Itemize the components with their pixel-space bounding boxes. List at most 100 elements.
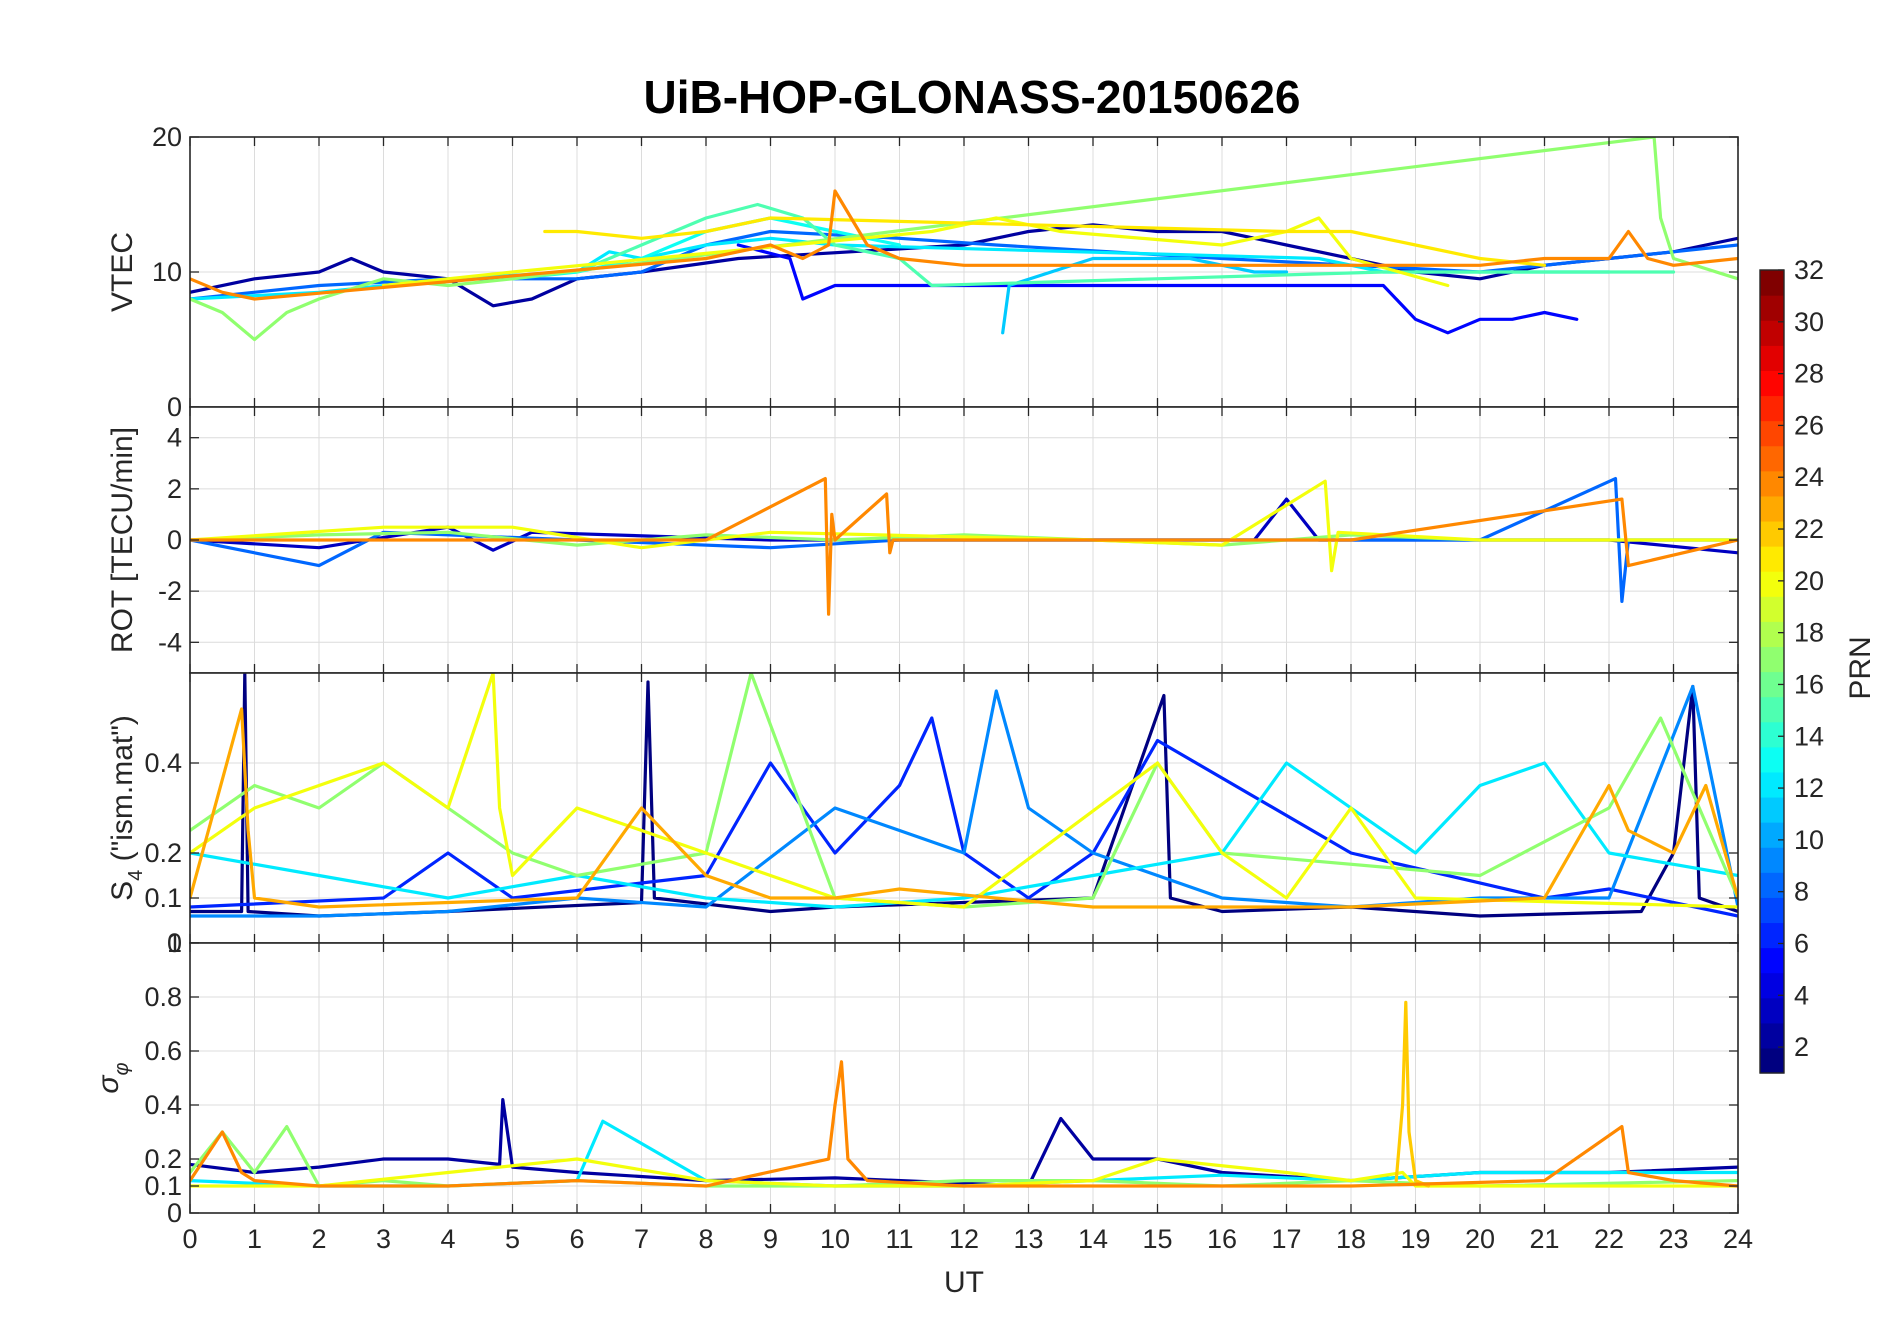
colorbar-swatch (1760, 897, 1784, 924)
series-line-s4-prn-20 (190, 673, 1738, 909)
y-tick-label-rot: 4 (167, 423, 182, 453)
colorbar-tick-label: 26 (1794, 410, 1824, 440)
y-tick-label-rot: 2 (167, 474, 182, 504)
x-tick-label: 23 (1658, 1224, 1688, 1254)
colorbar-swatch (1760, 822, 1784, 848)
series-line-s4-prn-6 (190, 716, 1738, 918)
y-axis-label-sigma-phi: σφ (92, 1062, 133, 1093)
y-axis-label-rot: ROT [TECU/min] (106, 427, 139, 653)
colorbar-swatch (1760, 746, 1784, 773)
panel-s4: 0 0.1 0.2 0.4S4 ("ism.mat") (106, 672, 1739, 958)
colorbar-swatch (1760, 796, 1784, 823)
x-tick-label: 13 (1013, 1224, 1043, 1254)
colorbar-swatch (1760, 520, 1784, 547)
x-tick-label: 8 (698, 1224, 713, 1254)
series-line-vtec-prn-2 (190, 223, 1738, 308)
colorbar-swatch (1760, 445, 1784, 472)
colorbar-tick-label: 6 (1794, 928, 1809, 958)
colorbar-frame (1759, 269, 1785, 1074)
colorbar-tick-label: 18 (1794, 618, 1824, 648)
x-tick-label: 22 (1594, 1224, 1624, 1254)
y-tick-label-sigma-phi: 0.8 (144, 982, 182, 1012)
series-line-s4-prn-12 (190, 761, 1738, 909)
x-tick-label: 16 (1207, 1224, 1237, 1254)
x-axis-label: UT (944, 1266, 984, 1299)
colorbar-swatch (1760, 395, 1784, 422)
panel-vtec: 0 10 20 VTEC (106, 122, 1739, 422)
series-group-sigma-phi (190, 1000, 1738, 1188)
chart-title: UiB-HOP-GLONASS-20150626 (644, 71, 1301, 123)
colorbar-swatch (1760, 1022, 1784, 1049)
colorbar-swatch (1760, 1047, 1784, 1074)
x-tick-label: 21 (1529, 1224, 1559, 1254)
x-tick-label: 20 (1465, 1224, 1495, 1254)
x-tick-label: 2 (311, 1224, 326, 1254)
x-tick-label: 12 (949, 1224, 979, 1254)
y-tick-label-s4: 0 (167, 928, 182, 958)
colorbar-tick-label: 24 (1794, 462, 1824, 492)
y-tick-label-vtec: 0 (167, 392, 182, 422)
colorbar-swatch (1760, 972, 1784, 999)
x-tick-label: 6 (569, 1224, 584, 1254)
y-tick-label-rot: 0 (167, 525, 182, 555)
x-tick-label: 18 (1336, 1224, 1366, 1254)
x-tick-label: 24 (1723, 1224, 1753, 1254)
colorbar-swatch (1760, 596, 1784, 622)
colorbar-swatch (1760, 295, 1784, 321)
series-group-s4 (190, 673, 1738, 918)
panel-rot: -4 -2 0 2 4 ROT [TECU/min] (106, 406, 1739, 674)
colorbar-swatch (1760, 872, 1784, 898)
series-line-vtec-prn-21 (543, 216, 1547, 267)
x-tick-label: 4 (440, 1224, 455, 1254)
colorbar-swatch (1760, 345, 1784, 371)
y-tick-label-vtec: 10 (152, 257, 182, 287)
colorbar-swatch (1760, 947, 1784, 974)
colorbar-swatch (1760, 721, 1784, 748)
x-tick-label: 19 (1400, 1224, 1430, 1254)
y-tick-label-sigma-phi: 0.1 (144, 1171, 182, 1201)
series-line-vtec-prn-11 (1001, 256, 1289, 335)
colorbar-tick-label: 22 (1794, 514, 1824, 544)
colorbar-swatch (1760, 370, 1784, 397)
y-tick-label-sigma-phi: 0.6 (144, 1036, 182, 1066)
y-tick-label-sigma-phi: 0.2 (144, 1144, 182, 1174)
x-tick-label: 0 (182, 1224, 197, 1254)
series-line-vtec-prn-15 (575, 202, 1676, 288)
colorbar-swatch (1760, 546, 1784, 572)
colorbar-tick-label: 8 (1794, 877, 1809, 907)
x-tick-label: 1 (247, 1224, 262, 1254)
series-group-rot (190, 477, 1738, 616)
colorbar-swatch (1760, 420, 1784, 447)
y-tick-label-s4: 0.2 (144, 838, 182, 868)
y-tick-label-s4: 0.4 (144, 748, 182, 778)
colorbar-swatch (1760, 571, 1784, 597)
x-tick-label: 11 (885, 1224, 913, 1254)
colorbar-tick-label: 14 (1794, 721, 1824, 751)
x-tick-label: 17 (1271, 1224, 1301, 1254)
series-line-s4-prn-23 (190, 707, 1738, 909)
colorbar-swatch (1760, 771, 1784, 798)
colorbar-tick-label: 20 (1794, 566, 1824, 596)
series-line-s4-prn-17 (190, 673, 1738, 909)
y-axis-label-s4: S4 ("ism.mat") (106, 715, 147, 901)
series-line-vtec-prn-24 (190, 189, 1738, 301)
colorbar-swatch (1760, 847, 1784, 873)
colorbar-swatch (1760, 696, 1784, 723)
colorbar-tick-label: 2 (1794, 1032, 1809, 1062)
x-tick-label: 9 (763, 1224, 778, 1254)
colorbar-tick-label: 28 (1794, 359, 1824, 389)
colorbar-swatch (1760, 646, 1784, 673)
colorbar-tick-label: 10 (1794, 825, 1824, 855)
colorbar-tick-label: 16 (1794, 669, 1824, 699)
y-tick-label-rot: -4 (158, 627, 182, 657)
colorbar-tick-label: 4 (1794, 980, 1809, 1010)
x-tick-label: 7 (634, 1224, 649, 1254)
x-axis: 0 1 2 3 4 5 6 7 8 9 10 11 12 13 14 15 16 17 18 19 20 21 22 23 24 (182, 1224, 1753, 1254)
x-tick-label: 3 (376, 1224, 391, 1254)
series-line-vtec-prn-5 (736, 243, 1579, 335)
series-line-sigma-phi-prn-24 (190, 1060, 1738, 1188)
x-tick-label: 14 (1078, 1224, 1108, 1254)
